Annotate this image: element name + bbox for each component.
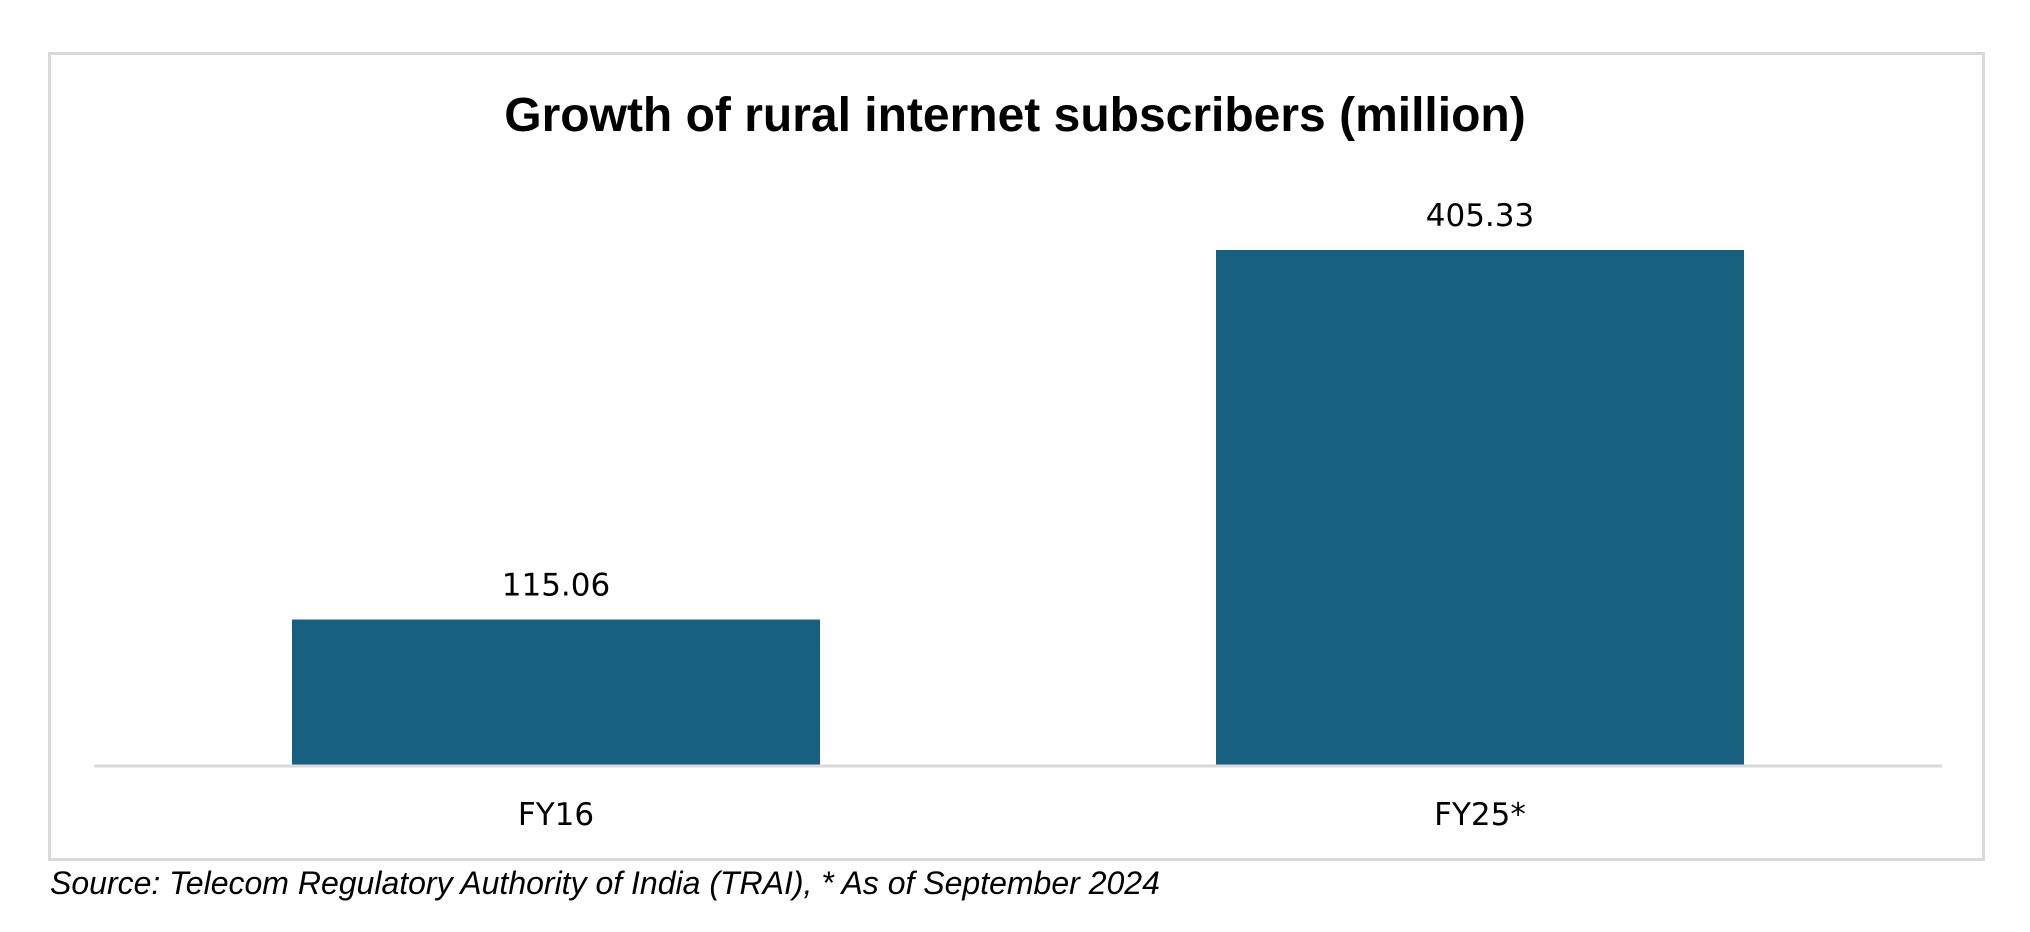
chart-title: Growth of rural internet subscribers (mi… [504,89,1526,142]
x-tick-label: FY16 [518,797,594,833]
data-label: 115.06 [502,568,610,604]
source-note: Source: Telecom Regulatory Authority of … [50,865,1160,901]
data-label: 405.33 [1426,198,1534,234]
bar-fy25 [1216,250,1744,766]
x-tick-label: FY25* [1434,797,1526,833]
bar-fy16 [292,619,820,766]
